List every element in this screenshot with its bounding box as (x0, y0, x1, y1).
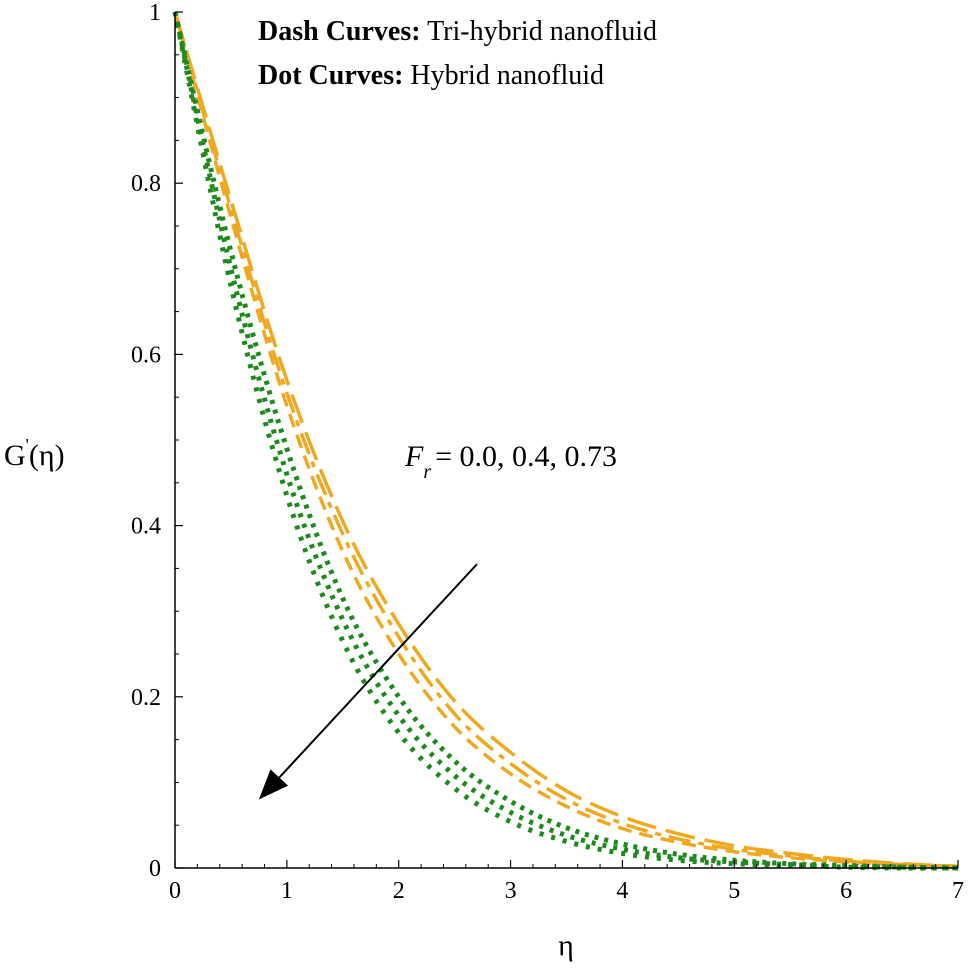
y-axis-label: G'(η) (4, 435, 65, 472)
x-tick-label: 0 (169, 878, 181, 904)
y-tick-label: 0.6 (131, 342, 161, 368)
annotation-values: = 0.0, 0.4, 0.73 (435, 440, 617, 473)
y-tick-label: 0.4 (131, 514, 161, 540)
dash-curve-fr-0 (173, 11, 959, 869)
y-tick-label: 0.2 (131, 685, 161, 711)
x-tick-label: 2 (393, 878, 405, 904)
dot-curve-fr-0_73 (172, 11, 959, 871)
annotation: Fr = 0.0, 0.4, 0.73 (404, 440, 617, 483)
x-tick-label: 7 (952, 878, 964, 904)
y-tick-label: 0.8 (131, 171, 161, 197)
x-tick-label: 6 (840, 878, 852, 904)
curves-layer (172, 11, 959, 871)
annotation-symbol: F (404, 440, 424, 473)
x-tick-label: 4 (616, 878, 628, 904)
legend-dash-label: Dash Curves: (258, 16, 421, 47)
x-tick-label: 3 (505, 878, 517, 904)
legend-dot-entry: Dot Curves: Hybrid nanofluid (258, 60, 604, 91)
x-tick-label: 5 (728, 878, 740, 904)
y-tick-label: 1 (149, 0, 161, 26)
arrow-shaft (278, 563, 478, 779)
trend-arrow (258, 563, 478, 800)
legend-dot-label: Dot Curves: (258, 60, 403, 91)
legend-dash-entry: Dash Curves: Tri-hybrid nanofluid (258, 16, 657, 47)
dot-curve-fr-0 (172, 11, 959, 871)
legend: Dash Curves: Tri-hybrid nanofluid Dot Cu… (258, 16, 657, 91)
x-tick-label: 1 (281, 878, 293, 904)
arrow-head (258, 769, 289, 800)
y-tick-label: 0 (149, 856, 161, 882)
annotation-label: Fr = 0.0, 0.4, 0.73 (404, 440, 617, 483)
x-axis-label: η (558, 929, 574, 962)
ticks-layer: 0 1 2 3 4 5 6 7 0 0.2 0.4 0.6 0.8 1 (131, 0, 964, 904)
legend-dot-text: Hybrid nanofluid (410, 60, 604, 91)
annotation-subscript: r (423, 461, 431, 483)
legend-dash-text: Tri-hybrid nanofluid (427, 16, 657, 47)
dash-curve-fr-0_73 (173, 11, 959, 869)
